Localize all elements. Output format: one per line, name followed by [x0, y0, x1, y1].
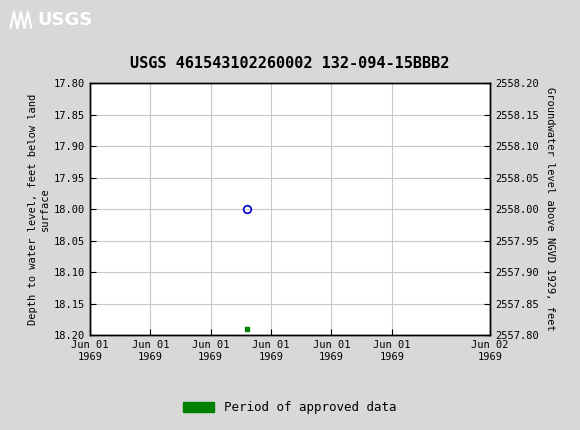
Text: USGS 461543102260002 132-094-15BBB2: USGS 461543102260002 132-094-15BBB2 [130, 56, 450, 71]
Y-axis label: Depth to water level, feet below land
surface: Depth to water level, feet below land su… [28, 94, 50, 325]
Text: USGS: USGS [38, 11, 93, 29]
Y-axis label: Groundwater level above NGVD 1929, feet: Groundwater level above NGVD 1929, feet [545, 87, 556, 331]
Legend: Period of approved data: Period of approved data [178, 396, 402, 419]
